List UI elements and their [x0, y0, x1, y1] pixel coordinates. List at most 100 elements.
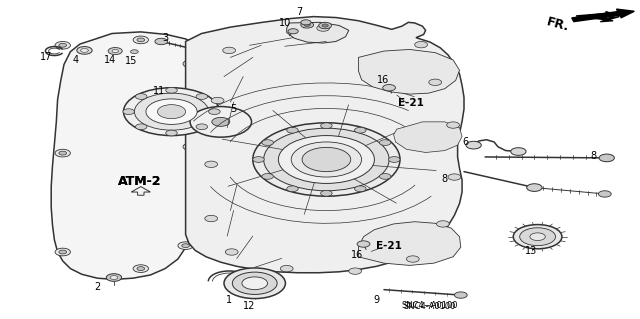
- Circle shape: [598, 191, 611, 197]
- Text: SNC4-A0100: SNC4-A0100: [404, 302, 456, 311]
- Text: SNC4−A0100: SNC4−A0100: [402, 301, 458, 310]
- Circle shape: [108, 48, 122, 55]
- Circle shape: [123, 109, 134, 115]
- Circle shape: [321, 190, 332, 196]
- Circle shape: [448, 174, 461, 180]
- Circle shape: [137, 267, 145, 271]
- Circle shape: [321, 123, 332, 129]
- Circle shape: [124, 88, 220, 136]
- Polygon shape: [358, 49, 460, 94]
- Circle shape: [55, 149, 70, 157]
- Text: 9: 9: [373, 295, 380, 306]
- Circle shape: [155, 38, 168, 45]
- Circle shape: [190, 107, 252, 137]
- Circle shape: [380, 140, 391, 145]
- Circle shape: [415, 41, 428, 48]
- Circle shape: [530, 233, 545, 241]
- Circle shape: [302, 147, 351, 172]
- Circle shape: [262, 140, 273, 145]
- Circle shape: [224, 268, 285, 299]
- Text: 11: 11: [152, 86, 165, 96]
- Text: 13: 13: [525, 246, 538, 256]
- Circle shape: [322, 24, 328, 27]
- Text: 1: 1: [226, 295, 232, 306]
- Text: 16: 16: [351, 249, 364, 260]
- Circle shape: [357, 241, 370, 247]
- Circle shape: [196, 94, 207, 100]
- Circle shape: [349, 268, 362, 274]
- Circle shape: [146, 99, 197, 124]
- Circle shape: [187, 62, 195, 66]
- Text: 14: 14: [104, 55, 116, 65]
- Text: 17: 17: [40, 52, 52, 62]
- Circle shape: [182, 244, 189, 248]
- Polygon shape: [394, 122, 462, 152]
- Circle shape: [380, 174, 391, 179]
- Circle shape: [527, 184, 542, 191]
- Text: 8: 8: [442, 174, 448, 184]
- Circle shape: [264, 128, 389, 191]
- Circle shape: [280, 265, 293, 272]
- Polygon shape: [287, 22, 349, 43]
- Circle shape: [301, 20, 311, 25]
- Circle shape: [262, 174, 273, 179]
- Circle shape: [134, 93, 209, 130]
- Polygon shape: [576, 13, 620, 22]
- Text: FR.: FR.: [545, 15, 571, 34]
- Circle shape: [225, 249, 238, 255]
- Circle shape: [59, 250, 67, 254]
- Text: 10: 10: [278, 18, 291, 28]
- Circle shape: [355, 127, 366, 133]
- Text: 7: 7: [296, 7, 303, 17]
- Circle shape: [599, 154, 614, 162]
- Circle shape: [211, 97, 224, 104]
- Circle shape: [196, 124, 207, 130]
- Text: 6: 6: [463, 137, 469, 147]
- Circle shape: [232, 272, 277, 294]
- Text: 2: 2: [94, 282, 100, 292]
- Circle shape: [242, 277, 268, 290]
- Circle shape: [212, 117, 230, 126]
- Polygon shape: [51, 32, 204, 279]
- Text: 12: 12: [243, 300, 256, 311]
- Circle shape: [81, 48, 88, 52]
- Circle shape: [301, 22, 314, 28]
- Circle shape: [166, 130, 177, 136]
- Circle shape: [205, 215, 218, 222]
- Circle shape: [59, 43, 67, 47]
- Circle shape: [133, 36, 148, 44]
- Circle shape: [319, 22, 332, 29]
- Text: 8: 8: [591, 151, 597, 161]
- Circle shape: [137, 38, 145, 42]
- Circle shape: [187, 145, 195, 149]
- Circle shape: [278, 136, 374, 183]
- Circle shape: [454, 292, 467, 298]
- Circle shape: [253, 157, 264, 162]
- Circle shape: [513, 225, 562, 249]
- Circle shape: [317, 25, 330, 31]
- Circle shape: [223, 47, 236, 54]
- Circle shape: [520, 228, 556, 246]
- Circle shape: [205, 161, 218, 167]
- Circle shape: [287, 127, 298, 133]
- Circle shape: [77, 47, 92, 54]
- Circle shape: [55, 248, 70, 256]
- Circle shape: [383, 85, 396, 91]
- Text: ATM-2: ATM-2: [118, 175, 161, 188]
- Circle shape: [131, 50, 138, 54]
- Circle shape: [304, 23, 310, 26]
- Circle shape: [178, 242, 193, 249]
- Circle shape: [183, 143, 198, 151]
- Circle shape: [157, 105, 186, 119]
- Circle shape: [511, 148, 526, 155]
- Circle shape: [59, 151, 67, 155]
- Circle shape: [209, 109, 220, 115]
- Text: 15: 15: [125, 56, 138, 66]
- Circle shape: [55, 41, 70, 49]
- Circle shape: [133, 265, 148, 272]
- Text: 16: 16: [376, 75, 389, 85]
- Polygon shape: [358, 222, 461, 265]
- Circle shape: [287, 186, 298, 192]
- Text: E-21: E-21: [376, 241, 402, 251]
- FancyArrow shape: [572, 9, 634, 22]
